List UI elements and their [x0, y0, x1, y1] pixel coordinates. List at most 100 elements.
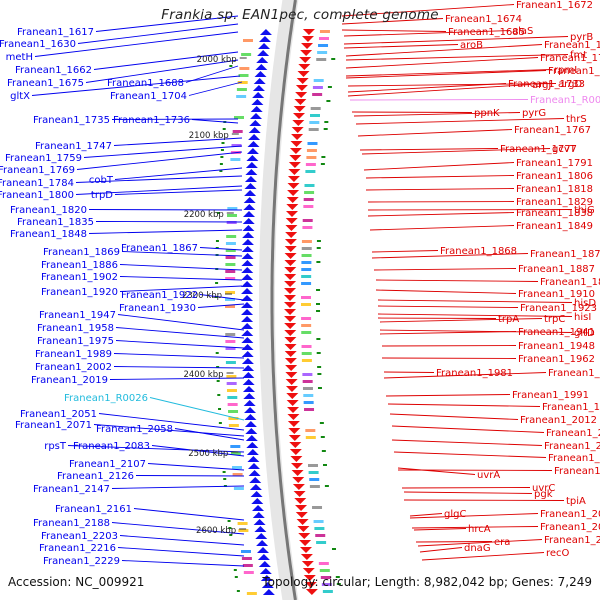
reverse-strand-gene-mark — [293, 491, 306, 497]
gene-label: gltX — [10, 91, 30, 102]
forward-strand-gene-mark — [262, 589, 275, 595]
forward-strand-gene-mark — [242, 365, 255, 371]
forward-strand-gene-mark — [247, 456, 260, 462]
gene-label: argJ — [532, 80, 551, 91]
reverse-strand-gene-mark — [284, 358, 297, 364]
forward-strand-gene-mark — [248, 134, 261, 140]
leader-line — [119, 535, 245, 546]
reverse-strand-gene-mark — [291, 127, 304, 133]
leader-line — [385, 394, 511, 397]
reverse-strand-gene-mark — [287, 183, 300, 189]
reverse-strand-gene-mark — [293, 106, 306, 112]
leader-line — [121, 560, 245, 567]
leader-line — [389, 413, 519, 420]
cog-category-bar — [313, 79, 324, 82]
scale-tick-label: 2500 kbp — [188, 449, 228, 459]
reverse-strand-gene-mark — [294, 498, 307, 504]
gene-label: gcvT — [552, 144, 577, 155]
leader-line — [363, 162, 515, 171]
gene-label: Franean1_1759 — [5, 153, 82, 164]
gene-label: dnaG — [464, 543, 491, 554]
cog-category-bar — [316, 58, 327, 61]
reverse-strand-gene-mark — [292, 477, 305, 483]
leader-line — [151, 445, 245, 457]
forward-strand-gene-mark — [253, 78, 266, 84]
cog-category-bar — [301, 240, 312, 243]
leader-line — [421, 552, 545, 561]
reverse-strand-gene-mark — [305, 589, 318, 595]
leader-line — [147, 463, 245, 471]
cog-category-bar — [225, 256, 236, 259]
leader-line — [93, 51, 239, 70]
gene-label: Franean1_1672 — [516, 0, 593, 11]
cog-category-bar — [238, 529, 249, 532]
gene-label: Franean1_1941 — [518, 327, 595, 338]
leader-line — [369, 225, 515, 231]
reverse-strand-gene-mark — [297, 71, 310, 77]
reverse-strand-gene-mark — [284, 274, 297, 280]
cog-category-bar — [304, 191, 315, 194]
leader-line — [347, 84, 531, 97]
reverse-strand-gene-mark — [290, 141, 303, 147]
gc-content-mark — [222, 471, 226, 473]
gene-label: uvrA — [477, 470, 500, 481]
leader-line — [114, 189, 243, 195]
gene-label: Franean1_1800 — [0, 190, 74, 201]
reverse-strand-gene-mark — [284, 267, 297, 273]
gene-label: hrcA — [468, 524, 491, 535]
reverse-strand-gene-mark — [284, 344, 297, 350]
leader-line — [113, 137, 243, 146]
cog-category-bar — [242, 39, 253, 42]
reverse-strand-gene-mark — [288, 435, 301, 441]
reverse-strand-gene-mark — [284, 253, 297, 259]
leader-line — [75, 175, 243, 183]
forward-strand-gene-mark — [243, 197, 256, 203]
gene-label: Franean1_1962 — [518, 354, 595, 365]
leader-line — [121, 251, 243, 257]
forward-strand-gene-mark — [241, 288, 254, 294]
cog-category-bar — [302, 380, 313, 383]
gene-label: Franean1_2147 — [33, 484, 110, 495]
forward-strand-gene-mark — [242, 379, 255, 385]
cog-category-bar — [304, 184, 315, 187]
cog-category-bar — [301, 282, 312, 285]
cog-category-bar — [232, 130, 243, 133]
leader-line — [114, 167, 243, 180]
cog-category-bar — [301, 275, 312, 278]
cog-category-bar — [302, 219, 313, 222]
leader-line — [345, 54, 569, 61]
forward-strand-gene-mark — [241, 351, 254, 357]
forward-strand-gene-mark — [243, 393, 256, 399]
cog-category-bar — [307, 464, 318, 467]
gc-content-mark — [316, 352, 321, 354]
gc-content-mark — [219, 163, 223, 165]
gene-label: Franean1_1747 — [35, 141, 112, 152]
gene-label: Franean1_2188 — [33, 518, 110, 529]
forward-strand-gene-mark — [241, 330, 254, 336]
forward-strand-gene-mark — [241, 358, 254, 364]
leader-line — [111, 118, 239, 120]
forward-strand-gene-mark — [249, 120, 262, 126]
cog-category-bar — [304, 408, 315, 411]
gene-label: Franean1_2229 — [43, 556, 120, 567]
gene-label: Franean1_1887 — [518, 264, 595, 275]
cog-category-bar — [246, 592, 257, 595]
leader-line — [76, 151, 243, 170]
cog-category-bar — [301, 268, 312, 271]
cog-category-bar — [306, 149, 317, 152]
leader-line — [393, 451, 547, 458]
cog-category-bar — [228, 410, 239, 413]
leader-line — [117, 547, 245, 557]
gene-label: Franean1_1886 — [41, 260, 118, 271]
gene-label: Franean1_2040 — [548, 453, 600, 464]
reverse-strand-gene-mark — [298, 64, 311, 70]
forward-strand-gene-mark — [254, 526, 267, 532]
cog-category-bar — [225, 347, 236, 350]
gene-label: Franean1_1981 — [436, 368, 513, 379]
cog-category-bar — [230, 452, 241, 455]
leader-line — [387, 403, 541, 407]
reverse-strand-gene-mark — [299, 547, 312, 553]
genome-title: Frankia sp. EAN1pec, complete genome — [161, 7, 439, 23]
gene-label: Franean1_1848 — [10, 229, 87, 240]
leader-line — [367, 212, 515, 217]
